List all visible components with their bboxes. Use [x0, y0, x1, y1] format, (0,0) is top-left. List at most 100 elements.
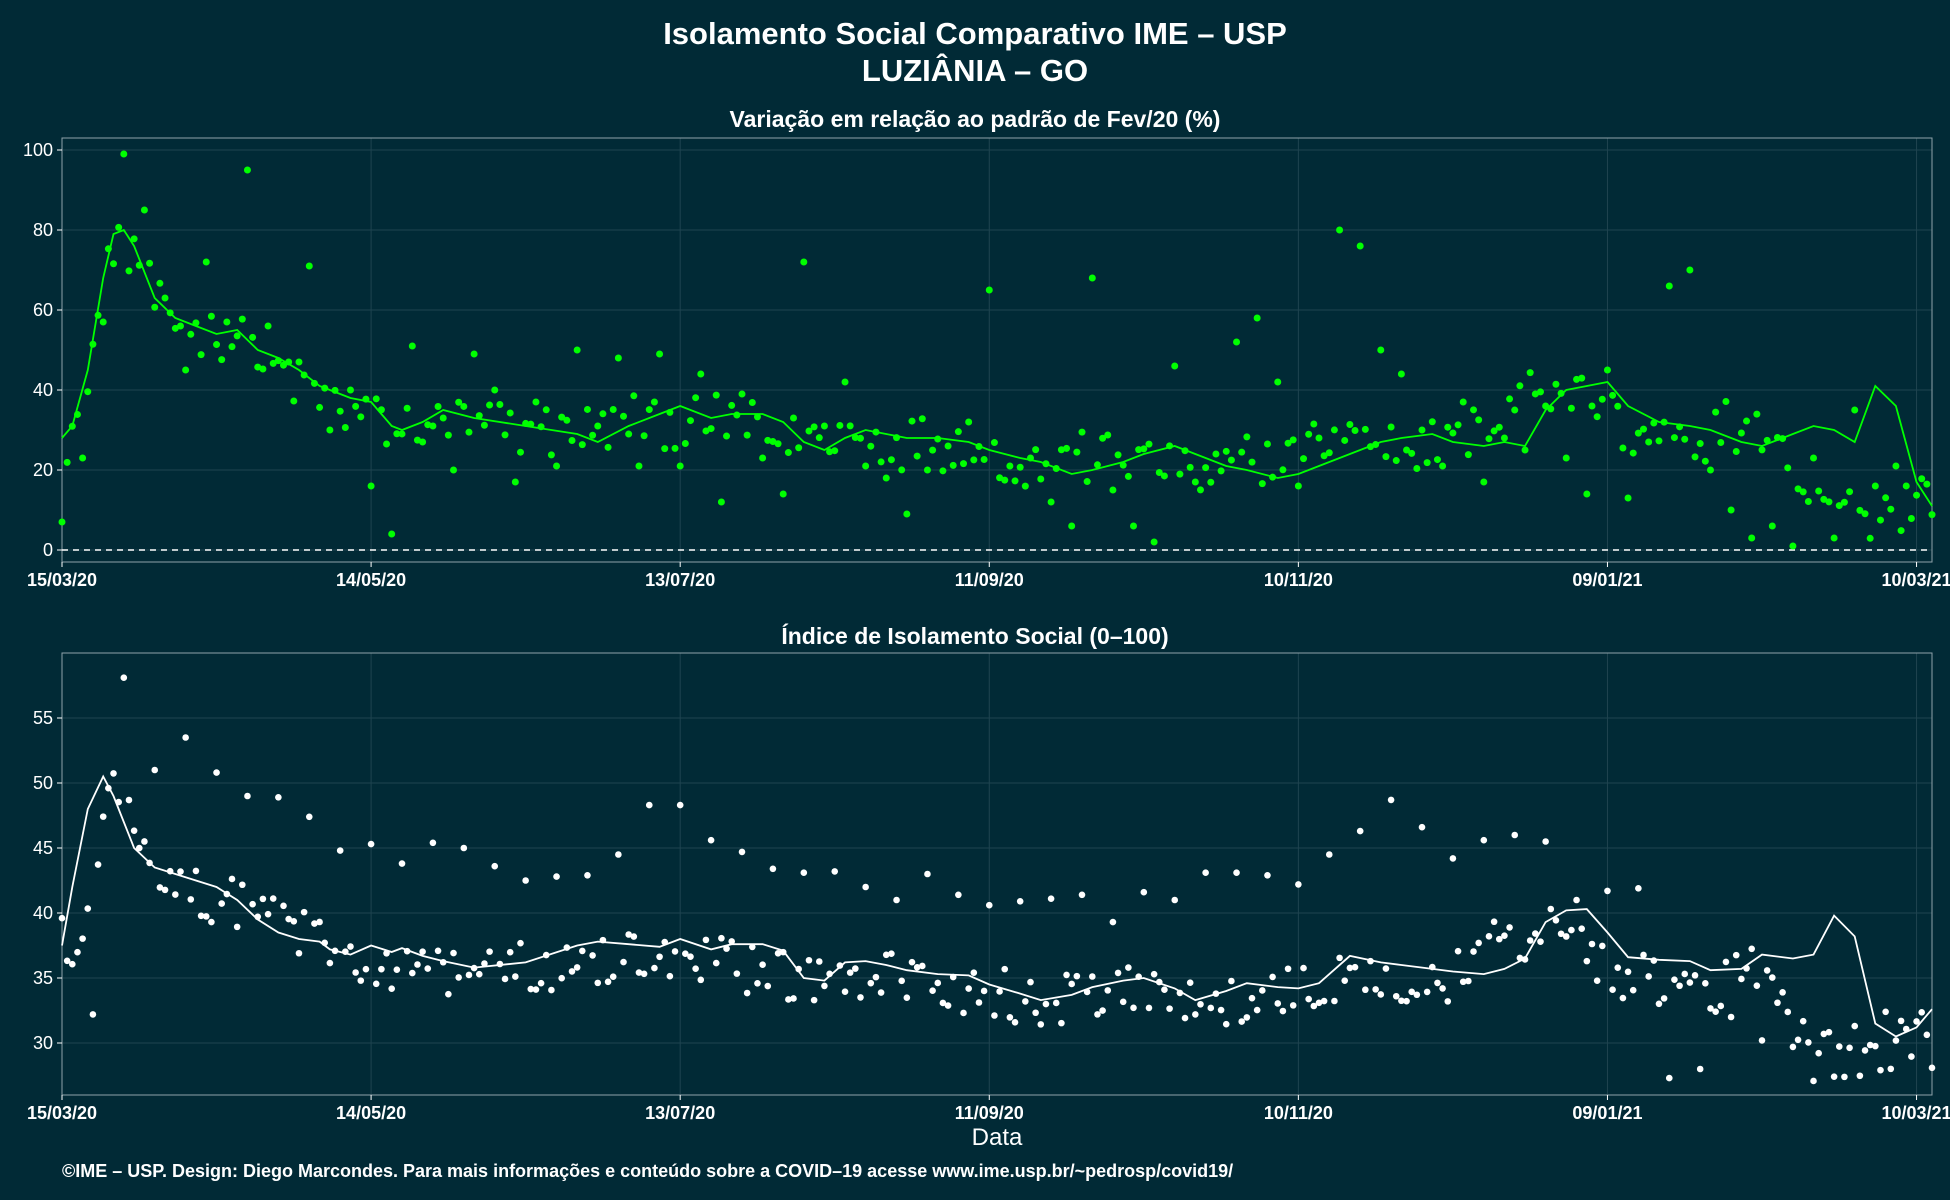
data-point — [1243, 433, 1251, 441]
data-point — [347, 943, 354, 950]
data-point — [1068, 522, 1076, 530]
figure-title-line2: LUZIÂNIA – GO — [862, 52, 1088, 88]
data-point — [805, 956, 813, 964]
data-point — [1398, 997, 1405, 1005]
data-point — [63, 957, 71, 965]
data-point — [517, 939, 524, 947]
data-point — [604, 978, 612, 986]
data-point — [1588, 402, 1596, 410]
data-point — [1377, 346, 1385, 354]
data-point — [1403, 446, 1411, 454]
data-point — [1882, 1008, 1889, 1016]
data-point — [1063, 971, 1070, 979]
data-point — [1392, 457, 1400, 465]
data-point — [1876, 516, 1884, 524]
data-point — [620, 412, 628, 420]
data-point — [1382, 453, 1390, 461]
data-point — [182, 734, 189, 741]
data-point — [831, 447, 839, 455]
data-point — [398, 860, 406, 867]
data-point — [1557, 930, 1565, 938]
data-point — [1897, 527, 1905, 535]
data-point — [893, 896, 900, 904]
data-point — [1820, 1030, 1828, 1038]
data-point — [1799, 1017, 1807, 1025]
data-point — [1228, 977, 1235, 985]
data-point — [949, 461, 957, 469]
data-point — [506, 948, 514, 956]
data-point — [1470, 948, 1477, 955]
data-point — [151, 766, 159, 774]
data-point — [805, 427, 813, 435]
data-point — [1928, 511, 1936, 519]
data-point — [1593, 977, 1601, 984]
data-point — [1387, 796, 1395, 804]
data-point — [1130, 522, 1138, 530]
data-point — [1784, 464, 1792, 472]
data-point — [1217, 1006, 1225, 1014]
data-point — [1480, 478, 1488, 486]
data-point — [455, 974, 462, 981]
data-point — [686, 417, 694, 425]
data-point — [712, 959, 720, 967]
data-point — [1464, 451, 1472, 459]
data-point — [465, 971, 473, 979]
data-point — [1016, 463, 1024, 471]
data-point — [1197, 1000, 1204, 1008]
data-point — [285, 915, 292, 923]
data-point — [352, 969, 359, 976]
data-point — [1913, 491, 1921, 499]
data-point — [120, 150, 128, 158]
data-point — [985, 286, 993, 294]
data-point — [336, 847, 344, 854]
data-point — [1150, 970, 1158, 978]
data-point — [553, 462, 561, 470]
data-point — [944, 442, 952, 450]
data-point — [1382, 965, 1390, 972]
data-point — [656, 350, 664, 358]
data-point — [558, 974, 565, 982]
data-point — [790, 414, 798, 422]
data-point — [1305, 430, 1313, 438]
data-point — [1768, 522, 1776, 530]
data-point — [486, 401, 494, 409]
data-point — [759, 961, 766, 968]
data-point — [532, 986, 540, 993]
data-point — [460, 402, 468, 410]
data-point — [243, 166, 251, 174]
data-point — [1846, 1044, 1853, 1052]
data-point — [1583, 957, 1591, 965]
data-point — [547, 451, 555, 459]
data-point — [609, 973, 617, 980]
data-point — [233, 923, 241, 931]
data-point — [877, 458, 885, 466]
data-point — [1104, 987, 1112, 994]
data-point — [362, 965, 370, 973]
data-point — [640, 970, 648, 978]
data-point — [1753, 410, 1761, 418]
data-point — [1341, 977, 1349, 984]
data-point — [202, 258, 210, 266]
data-point — [862, 883, 869, 891]
data-point — [1650, 419, 1658, 427]
data-point — [1830, 534, 1838, 542]
data-point — [146, 259, 154, 267]
data-point — [1418, 426, 1426, 434]
data-point — [1552, 380, 1560, 388]
data-point — [1042, 1000, 1050, 1008]
data-point — [1310, 420, 1318, 428]
data-point — [1578, 374, 1586, 382]
data-point — [439, 414, 447, 422]
data-point — [491, 386, 499, 394]
data-point — [676, 801, 684, 809]
data-point — [717, 498, 725, 506]
data-point — [1330, 426, 1338, 434]
data-point — [408, 342, 416, 350]
data-point — [239, 881, 246, 889]
data-point — [1336, 954, 1343, 962]
data-point — [486, 948, 493, 955]
data-point — [125, 796, 133, 804]
data-point — [625, 430, 633, 438]
y-tick-label: 0 — [43, 540, 53, 560]
data-point — [1635, 885, 1642, 892]
